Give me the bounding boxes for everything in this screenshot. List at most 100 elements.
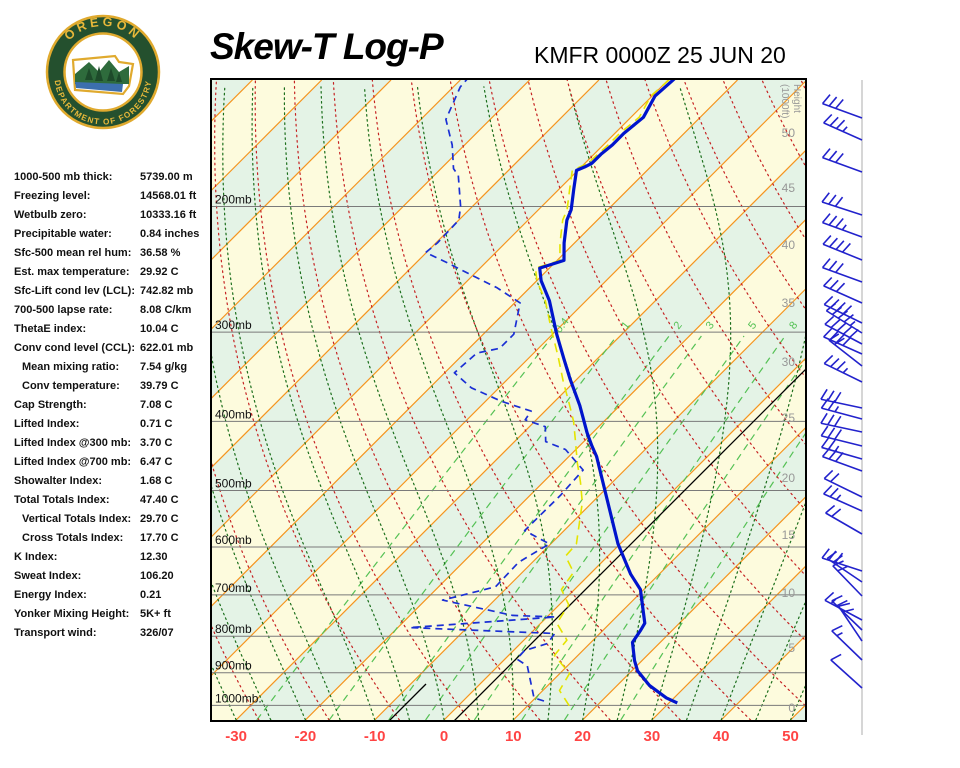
- height-tick-label: 25: [782, 411, 796, 425]
- height-tick-label: 45: [782, 181, 796, 195]
- stat-value: 5739.00 m: [140, 170, 193, 183]
- stat-label: Energy Index:: [14, 588, 87, 601]
- wind-barb: [820, 437, 863, 460]
- wind-barb: [820, 388, 863, 409]
- wind-barb: [823, 484, 863, 512]
- stat-row: Lifted Index @300 mb: 3.70 C: [14, 433, 214, 452]
- wind-barb: [832, 560, 863, 597]
- height-tick-label: 35: [782, 296, 796, 310]
- stat-label: Precipitable water:: [14, 227, 112, 240]
- skewt-plot-svg: 0.4 1 2 3 5 8200mb300mb400mb500mb600mb700mb80…: [212, 80, 805, 720]
- stat-label: Vertical Totals Index:: [22, 512, 132, 525]
- height-axis-title-units: (1000ft): [779, 84, 790, 118]
- isotherm-bands: [212, 80, 805, 720]
- height-tick-label: 5: [788, 641, 795, 655]
- logo-water: [75, 82, 123, 92]
- reference-lines: [389, 369, 805, 720]
- temperature-trace: [538, 80, 678, 705]
- stat-value: 0.21: [140, 588, 162, 601]
- stat-row: Est. max temperature: 29.92 C: [14, 262, 214, 281]
- stat-row: Showalter Index: 1.68 C: [14, 471, 214, 490]
- height-tick-label: 10: [782, 586, 796, 600]
- stat-value: 622.01 mb: [140, 341, 194, 354]
- pressure-label: 200mb: [215, 192, 252, 206]
- wind-barb: [823, 469, 863, 498]
- stat-value: 7.08 C: [140, 398, 173, 411]
- wind-barb: [821, 447, 863, 472]
- height-tick-label: 20: [782, 471, 796, 485]
- stat-label: Lifted Index @300 mb:: [14, 436, 132, 449]
- stat-label: Cross Totals Index:: [22, 531, 124, 544]
- mixing-ratio-lines: [256, 335, 805, 720]
- stat-label: Total Totals Index:: [14, 493, 110, 506]
- stat-label: Showalter Index:: [14, 474, 103, 487]
- stat-label: Sweat Index:: [14, 569, 82, 582]
- wind-barb: [821, 94, 863, 119]
- stat-value: 8.08 C/km: [140, 303, 192, 316]
- pressure-label: 700mb: [215, 581, 252, 595]
- logo-oregon-state-graphic: [71, 54, 135, 96]
- stat-value: 106.20: [140, 569, 174, 582]
- stat-row: Cross Totals Index: 17.70 C: [14, 528, 214, 547]
- stat-label: Cap Strength:: [14, 398, 87, 411]
- wind-barb-column: [820, 80, 863, 735]
- stat-label: Lifted Index:: [14, 417, 80, 430]
- wind-barb: [831, 594, 863, 631]
- height-tick-label: 40: [782, 238, 796, 252]
- stat-row: Lifted Index: 0.71 C: [14, 414, 214, 433]
- station-datetime: KMFR 0000Z 25 JUN 20: [534, 42, 786, 68]
- stat-row: Freezing level: 14568.01 ft: [14, 186, 214, 205]
- temp-axis-tick: -10: [363, 728, 386, 745]
- stat-label: Conv temperature:: [22, 379, 120, 392]
- pressure-labels: 200mb 300mb 400mb 500mb 600mb 700mb 800mb 900mb…: [215, 192, 262, 705]
- stat-value: 29.70 C: [140, 512, 179, 525]
- height-tick-label: 0: [788, 701, 795, 715]
- height-tick-label: 50: [782, 126, 796, 140]
- wind-barb: [826, 550, 863, 583]
- odf-logo: OREGON DEPARTMENT OF FORESTRY: [45, 15, 161, 130]
- pressure-label: 1000mb.: [215, 691, 262, 705]
- stat-row: Lifted Index @700 mb: 6.47 C: [14, 452, 214, 471]
- temp-axis-tick: -30: [225, 728, 247, 745]
- pressure-label: 500mb: [215, 477, 252, 491]
- stat-label: K Index:: [14, 550, 58, 563]
- stat-row: Wetbulb zero: 10333.16 ft: [14, 205, 214, 224]
- stat-value: 6.47 C: [140, 455, 173, 468]
- stat-row: Sweat Index: 106.20: [14, 566, 214, 585]
- stat-label: Est. max temperature:: [14, 265, 130, 278]
- stat-row: Conv cond level (CCL): 622.01 mb: [14, 338, 214, 357]
- stat-value: 10.04 C: [140, 322, 179, 335]
- stat-row: Sfc-500 mean rel hum: 36.58 %: [14, 243, 214, 262]
- wind-barb: [828, 333, 863, 367]
- wind-barb: [825, 504, 863, 535]
- stat-label: ThetaE index:: [14, 322, 87, 335]
- stat-row: Yonker Mixing Height: 5K+ ft: [14, 604, 214, 623]
- wind-barb: [824, 315, 863, 345]
- pressure-label: 300mb: [215, 318, 252, 332]
- page-title: Skew-T Log-P: [210, 26, 444, 67]
- pressure-label: 900mb: [215, 659, 252, 673]
- stat-label: Mean mixing ratio:: [22, 360, 120, 373]
- stat-value: 326/07: [140, 626, 174, 639]
- wind-barb: [830, 653, 863, 689]
- wind-barb: [823, 276, 863, 304]
- wind-barb: [823, 354, 863, 383]
- stat-value: 3.70 C: [140, 436, 173, 449]
- logo-trees: [85, 66, 122, 82]
- skewt-chart: 0.4 1 2 3 5 8 200mb 300mb 400mb 500mb 600mb 700mb 80…: [210, 78, 807, 722]
- temp-axis-tick: 30: [643, 728, 661, 745]
- pressure-lines: [212, 205, 805, 706]
- stat-row: K Index: 12.30: [14, 547, 214, 566]
- wind-barb: [821, 192, 863, 216]
- stat-value: 7.54 g/kg: [140, 360, 188, 373]
- stat-value: 39.79 C: [140, 379, 179, 392]
- wind-barb: [821, 213, 863, 238]
- stat-row: Vertical Totals Index: 29.70 C: [14, 509, 214, 528]
- wind-barb: [821, 148, 863, 173]
- stat-value: 0.84 inches: [140, 227, 200, 240]
- stat-label: Sfc-500 mean rel hum:: [14, 246, 132, 259]
- stat-label: Lifted Index @700 mb:: [14, 455, 132, 468]
- wind-barb: [820, 398, 863, 420]
